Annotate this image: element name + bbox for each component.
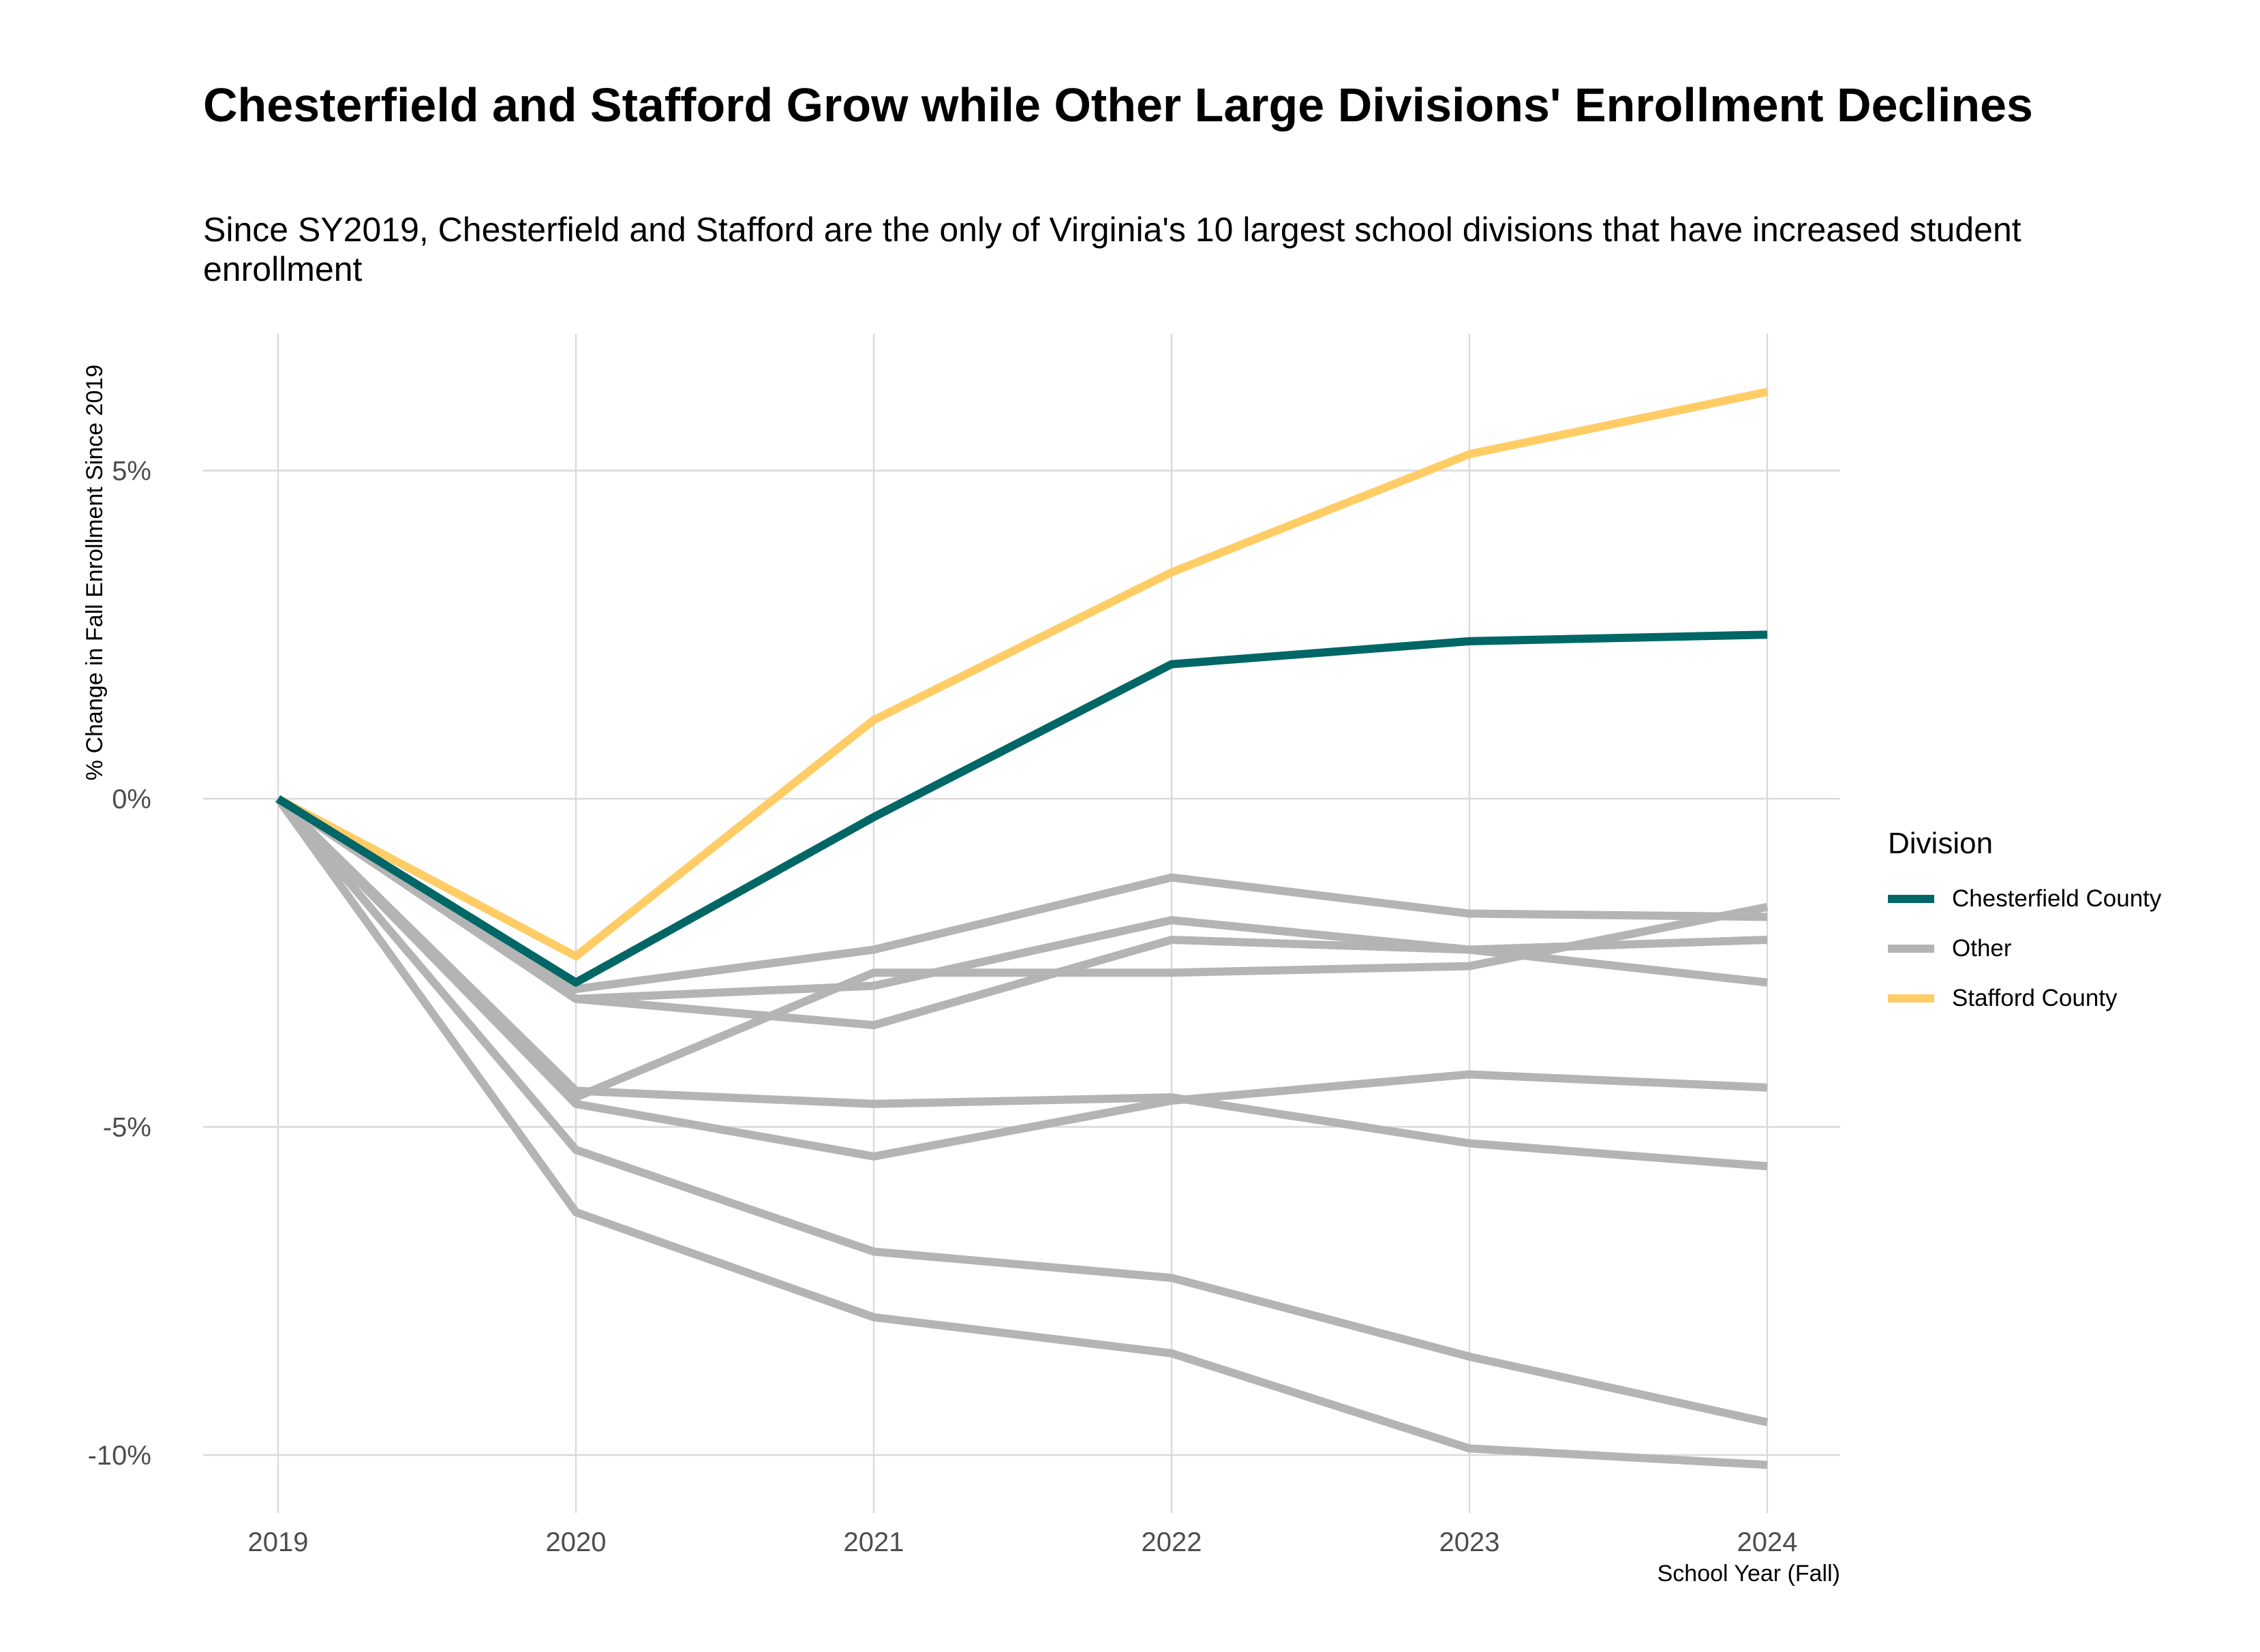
y-tick-label: -5%	[103, 1113, 151, 1143]
legend-label-chesterfield-county: Chesterfield County	[1952, 885, 2162, 912]
x-tick-label: 2019	[248, 1527, 309, 1557]
series-line-chesterfield-county	[275, 630, 1768, 987]
legend-title: Division	[1888, 827, 1994, 860]
legend-swatch-stafford-county	[1888, 994, 1934, 1003]
series-line-other	[275, 795, 1768, 1171]
series-line-other	[275, 796, 1768, 1469]
series-line-stafford-county	[276, 388, 1769, 961]
legend-swatch-chesterfield-county	[1888, 894, 1934, 903]
legend-label-stafford-county: Stafford County	[1952, 984, 2118, 1011]
x-tick-label: 2022	[1142, 1527, 1202, 1557]
x-tick-label: 2024	[1737, 1527, 1798, 1557]
y-tick-label: 5%	[112, 457, 151, 487]
legend: Division Chesterfield County Other Staff…	[1888, 823, 2229, 1023]
legend-item-other: Other	[1888, 923, 2229, 973]
series-line-other	[275, 796, 1769, 1426]
x-tick-label: 2023	[1439, 1527, 1500, 1557]
legend-label-other: Other	[1952, 934, 2012, 962]
series-line-other	[275, 795, 1768, 994]
chart-title: Chesterfield and Stafford Grow while Oth…	[203, 78, 2033, 132]
axis-tick-labels: 5% 0% -5% -10% 2019 2020 2021 2022 2023 2024	[88, 457, 1798, 1558]
series-line-other	[275, 795, 1768, 1030]
x-tick-label: 2020	[546, 1527, 607, 1557]
chart-subtitle: Since SY2019, Chesterfield and Stafford …	[203, 211, 2021, 288]
x-axis-label: School Year (Fall)	[1658, 1561, 1840, 1587]
y-tick-label: -10%	[88, 1441, 151, 1471]
y-axis-label: % Change in Fall Enrollment Since 2019	[82, 365, 108, 780]
legend-swatch-other	[1888, 944, 1934, 953]
series-lines	[275, 388, 1769, 1469]
x-tick-label: 2021	[844, 1527, 904, 1557]
y-tick-label: 0%	[112, 784, 151, 814]
legend-item-chesterfield-county: Chesterfield County	[1888, 874, 2229, 923]
legend-item-stafford-county: Stafford County	[1888, 973, 2229, 1023]
series-line-other	[275, 795, 1768, 1161]
